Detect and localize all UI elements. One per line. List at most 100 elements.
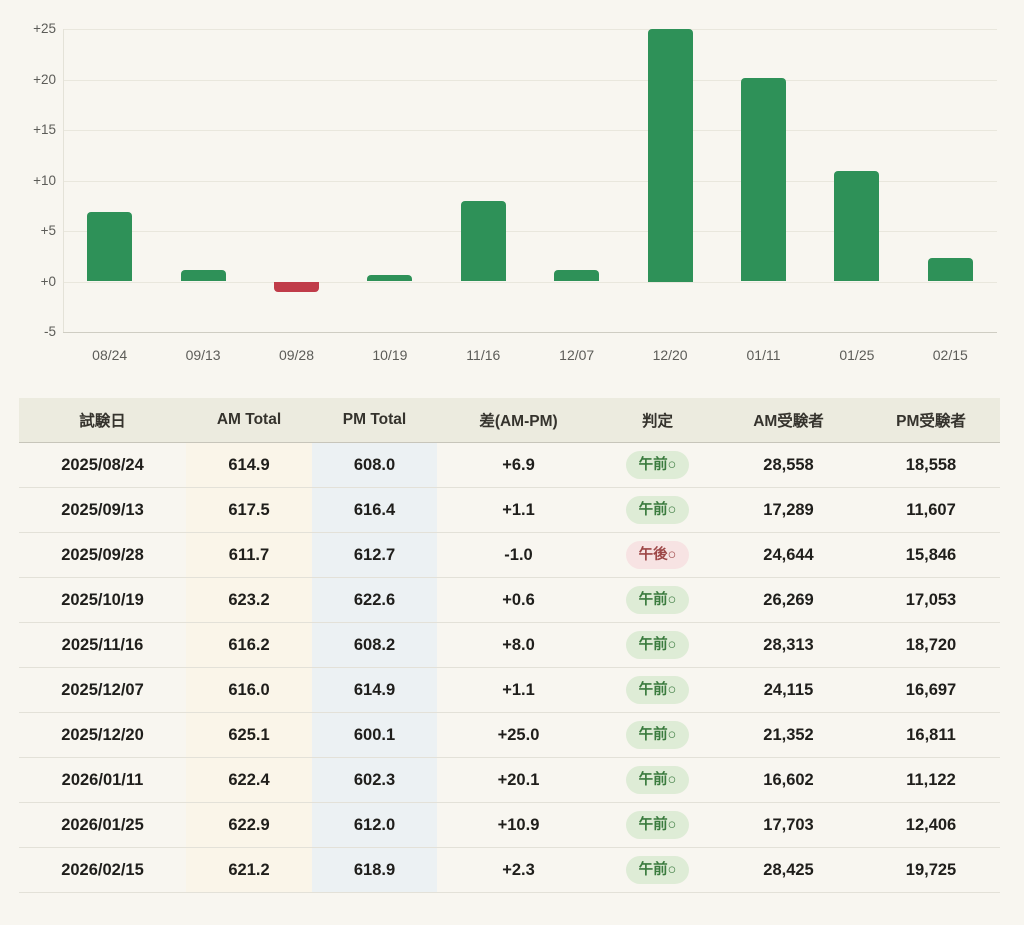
judge-badge: 午前○	[625, 586, 690, 614]
cell-diff: +20.1	[437, 757, 600, 803]
cell-am-total: 623.2	[186, 577, 312, 623]
cell-pm-total: 616.4	[312, 487, 437, 533]
cell-judgement: 午前○	[600, 847, 715, 893]
results-table-header: 試験日 AM Total PM Total 差(AM-PM) 判定 AM受験者 …	[19, 398, 1000, 443]
y-tick-label: +20	[33, 71, 56, 87]
cell-pm-total: 612.0	[312, 802, 437, 848]
bar	[367, 275, 413, 282]
bar	[834, 171, 880, 282]
cell-exam-date: 2025/09/13	[19, 487, 186, 533]
cell-exam-date: 2026/02/15	[19, 847, 186, 893]
column-header-am-total: AM Total	[186, 398, 312, 443]
cell-exam-date: 2026/01/25	[19, 802, 186, 848]
x-tick-label: 09/28	[278, 347, 315, 363]
judge-badge: 午後○	[625, 541, 690, 569]
bar	[180, 270, 226, 282]
table-row: 2025/10/19 623.2 622.6 +0.6 午前○ 26,269 17,053	[19, 577, 1000, 623]
y-tick-label: +15	[33, 122, 56, 137]
results-table-body: 2025/08/24 614.9 608.0 +6.9 午前○ 28,558 18,558 2…	[19, 442, 1000, 893]
y-tick-label: +25	[33, 21, 56, 36]
cell-am-total: 616.2	[186, 622, 312, 668]
x-tick-label: 09/13	[185, 347, 221, 363]
cell-pm-examinees: 16,811	[862, 712, 1000, 758]
cell-pm-examinees: 19,725	[862, 847, 1000, 893]
cell-pm-examinees: 15,846	[862, 532, 1000, 578]
cell-judgement: 午前○	[600, 442, 715, 488]
cell-pm-total: 612.7	[312, 532, 437, 578]
cell-exam-date: 2025/10/19	[19, 577, 186, 623]
cell-judgement: 午前○	[600, 487, 715, 533]
bar	[741, 78, 786, 282]
cell-diff: +25.0	[437, 712, 600, 758]
table-row: 2025/08/24 614.9 608.0 +6.9 午前○ 28,558 18,558	[19, 442, 1000, 488]
cell-am-total: 616.0	[186, 667, 312, 713]
cell-am-total: 622.4	[186, 757, 312, 803]
gridline	[63, 231, 997, 232]
cell-judgement: 午前○	[600, 802, 715, 848]
cell-am-total: 611.7	[186, 532, 312, 578]
x-tick-label: 08/24	[92, 347, 128, 363]
column-header-pm-examinees: PM受験者	[862, 398, 1000, 443]
cell-pm-total: 608.0	[312, 442, 437, 488]
cell-exam-date: 2025/09/28	[19, 532, 186, 578]
cell-judgement: 午前○	[600, 622, 715, 668]
cell-judgement: 午後○	[600, 532, 715, 578]
x-tick-label: 11/16	[466, 347, 501, 363]
column-header-am-examinees: AM受験者	[715, 398, 862, 443]
cell-exam-date: 2025/08/24	[19, 442, 186, 488]
gridline	[63, 281, 997, 283]
cell-am-examinees: 16,602	[715, 757, 862, 803]
cell-exam-date: 2025/11/16	[19, 622, 186, 668]
cell-pm-total: 618.9	[312, 847, 437, 893]
gridline	[63, 29, 997, 30]
bar	[87, 211, 133, 282]
judge-badge: 午前○	[625, 811, 690, 839]
cell-exam-date: 2025/12/20	[19, 712, 186, 758]
judge-badge: 午前○	[625, 766, 690, 794]
cell-am-examinees: 28,313	[715, 622, 862, 668]
diff-bar-chart: +25 +20 +15 +10 +5 +0 -5 08/24 09/13 09/28 10/19 11…	[0, 0, 1024, 375]
cell-pm-examinees: 12,406	[862, 802, 1000, 848]
y-tick-label: -5	[43, 324, 56, 339]
cell-am-examinees: 24,115	[715, 667, 862, 713]
cell-am-examinees: 24,644	[715, 532, 862, 578]
cell-diff: +1.1	[437, 667, 600, 713]
cell-am-examinees: 17,703	[715, 802, 862, 848]
y-tick-label: +10	[33, 172, 56, 188]
cell-pm-examinees: 18,558	[862, 442, 1000, 488]
column-header-diff: 差(AM-PM)	[437, 398, 600, 443]
gridline	[63, 332, 997, 333]
table-row: 2025/12/07 616.0 614.9 +1.1 午前○ 24,115 16,697	[19, 667, 1000, 713]
cell-pm-examinees: 16,697	[862, 667, 1000, 713]
bar	[927, 258, 973, 282]
table-row: 2025/09/28 611.7 612.7 -1.0 午後○ 24,644 15,846	[19, 532, 1000, 578]
bar	[554, 270, 600, 282]
table-row: 2026/02/15 621.2 618.9 +2.3 午前○ 28,425 19,725	[19, 847, 1000, 893]
cell-diff: +0.6	[437, 577, 600, 623]
bar	[460, 200, 506, 282]
cell-diff: +10.9	[437, 802, 600, 848]
y-tick-label: +5	[40, 223, 56, 238]
cell-pm-total: 614.9	[312, 667, 437, 713]
cell-am-examinees: 28,558	[715, 442, 862, 488]
table-row: 2025/12/20 625.1 600.1 +25.0 午前○ 21,352 16,811	[19, 712, 1000, 758]
judge-badge: 午前○	[625, 451, 690, 479]
y-axis-line	[63, 29, 64, 332]
x-tick-label: 10/19	[372, 347, 408, 363]
cell-am-total: 614.9	[186, 442, 312, 488]
cell-pm-total: 622.6	[312, 577, 437, 623]
bar	[274, 281, 319, 292]
judge-badge: 午前○	[625, 496, 690, 524]
cell-pm-total: 608.2	[312, 622, 437, 668]
cell-judgement: 午前○	[600, 577, 715, 623]
cell-pm-total: 600.1	[312, 712, 437, 758]
cell-pm-examinees: 11,607	[862, 487, 1000, 533]
results-table: 試験日 AM Total PM Total 差(AM-PM) 判定 AM受験者 …	[19, 398, 1000, 893]
cell-diff: +6.9	[437, 442, 600, 488]
gridline	[63, 130, 997, 131]
x-tick-label: 12/20	[652, 347, 688, 363]
header-row: 試験日 AM Total PM Total 差(AM-PM) 判定 AM受験者 …	[19, 398, 1000, 443]
table-row: 2026/01/11 622.4 602.3 +20.1 午前○ 16,602 11,122	[19, 757, 1000, 803]
judge-badge: 午前○	[625, 676, 690, 704]
x-tick-label: 12/07	[559, 347, 595, 363]
